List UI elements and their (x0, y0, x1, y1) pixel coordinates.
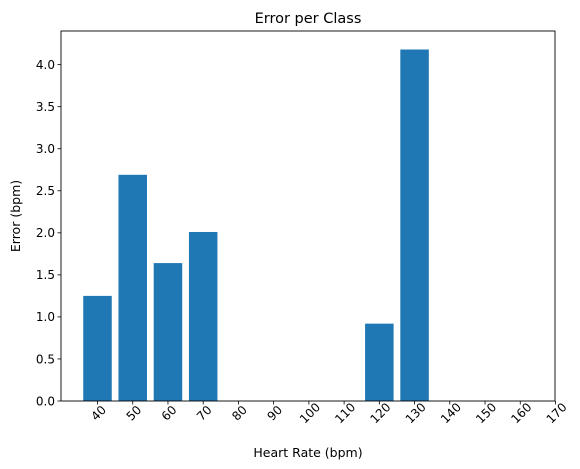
y-tick-label: 2.0 (36, 226, 55, 240)
x-tick-label: 140 (438, 400, 464, 426)
bar-120 (365, 323, 394, 401)
x-tick-label: 160 (508, 400, 534, 426)
x-tick-label: 130 (403, 400, 429, 426)
x-tick-label: 170 (544, 400, 570, 426)
plot-frame (60, 30, 556, 402)
x-axis: 40 50 60 70 80 90 100 110 120 130 140 150 160 170 (88, 400, 569, 426)
x-tick-label: 50 (124, 403, 145, 424)
x-axis-label: Heart Rate (bpm) (253, 445, 362, 460)
x-tick-label: 90 (264, 403, 285, 424)
x-tick-label: 70 (194, 403, 215, 424)
y-tick-label: 2.5 (36, 184, 55, 198)
y-tick-label: 3.0 (36, 142, 55, 156)
y-tick-label: 4.0 (36, 58, 55, 72)
bar-40 (83, 295, 112, 401)
y-tick-label: 0.0 (36, 394, 55, 408)
x-tick-label: 60 (159, 403, 180, 424)
x-tick-label: 110 (332, 400, 358, 426)
y-tick-label: 1.0 (36, 310, 55, 324)
bar-50 (118, 174, 147, 401)
y-tick-label: 1.5 (36, 268, 55, 282)
x-tick-label: 100 (297, 400, 323, 426)
x-tick-label: 120 (367, 400, 393, 426)
y-axis: 0.0 0.5 1.0 1.5 2.0 2.5 3.0 3.5 4.0 (36, 58, 61, 408)
x-tick-label: 40 (88, 403, 109, 424)
x-tick-label: 150 (473, 400, 499, 426)
y-tick-label: 0.5 (36, 352, 55, 366)
bar-70 (188, 231, 218, 401)
bars-group (83, 49, 429, 401)
x-tick-label: 80 (229, 403, 250, 424)
bar-130 (400, 49, 429, 401)
y-tick-label: 3.5 (36, 100, 55, 114)
y-axis-label: Error (bpm) (8, 180, 23, 252)
bar-60 (153, 263, 183, 401)
chart-title: Error per Class (255, 11, 362, 27)
